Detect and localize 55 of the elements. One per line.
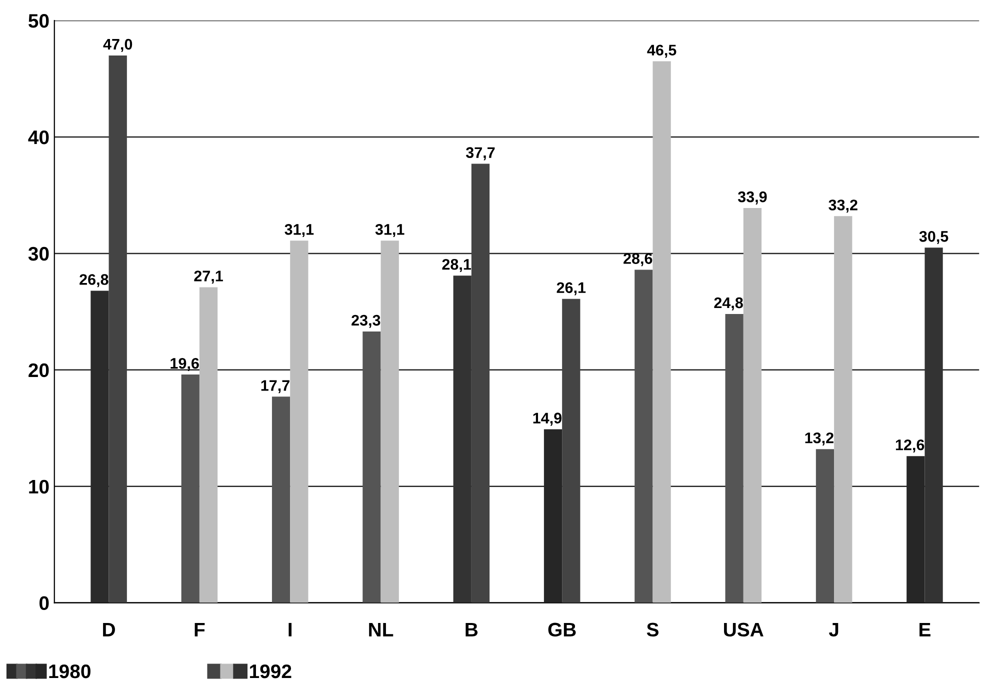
- data-label: 28,6: [624, 253, 652, 266]
- bar: [652, 61, 671, 603]
- data-label: 46,5: [647, 44, 676, 58]
- bar: [199, 287, 218, 603]
- x-tick-label: J: [828, 622, 838, 637]
- bar: [362, 331, 381, 603]
- legend-label: 1992: [250, 664, 292, 678]
- x-tick-label: I: [288, 622, 292, 636]
- bar: [471, 164, 490, 603]
- x-tick-label: GB: [548, 622, 576, 637]
- bar: [924, 248, 943, 603]
- x-tick-label: B: [466, 622, 478, 636]
- data-label: 33,2: [828, 200, 858, 213]
- y-tick-label: 30: [28, 246, 49, 261]
- data-label: 26,1: [556, 282, 586, 296]
- y-tick-label: 40: [28, 130, 49, 144]
- data-label: 31,1: [284, 224, 314, 238]
- bar: [108, 55, 127, 603]
- bar: [453, 276, 472, 603]
- x-tick-label: D: [103, 622, 115, 636]
- data-label: 31,1: [375, 224, 404, 238]
- y-tick-label: 0: [39, 596, 49, 610]
- bar: [834, 216, 852, 603]
- data-label: 30,5: [919, 231, 948, 244]
- bar: [562, 298, 580, 603]
- bar: [380, 240, 399, 603]
- data-label: 26,8: [80, 274, 108, 288]
- data-label: 23,3: [352, 314, 380, 328]
- data-label: 47,0: [103, 38, 132, 52]
- x-tick-label: USA: [724, 622, 764, 637]
- y-tick-label: 10: [29, 480, 49, 494]
- bar: [743, 208, 762, 603]
- data-label: 28,1: [442, 258, 471, 272]
- data-label: 37,7: [466, 147, 495, 160]
- bar: [634, 270, 653, 603]
- bar: [181, 374, 200, 603]
- data-label: 17,7: [261, 380, 290, 394]
- data-label: 24,8: [714, 297, 743, 310]
- x-tick-label: E: [920, 622, 930, 636]
- x-tick-label: NL: [369, 622, 394, 636]
- legend-label: 1980: [49, 664, 90, 678]
- x-tick-label: F: [194, 622, 205, 636]
- data-label: 14,9: [533, 412, 562, 426]
- bar: [290, 240, 308, 603]
- data-label: 12,6: [896, 439, 924, 452]
- data-label: 33,9: [738, 191, 767, 204]
- data-label: 27,1: [194, 270, 223, 284]
- data-label: 13,2: [805, 432, 834, 446]
- bar: [816, 449, 834, 603]
- data-label: 19,6: [170, 358, 199, 371]
- bar: [272, 396, 290, 603]
- y-tick-label: 50: [28, 14, 49, 28]
- x-tick-label: S: [646, 622, 658, 637]
- bar: [725, 314, 744, 603]
- y-tick-label: 20: [28, 363, 49, 378]
